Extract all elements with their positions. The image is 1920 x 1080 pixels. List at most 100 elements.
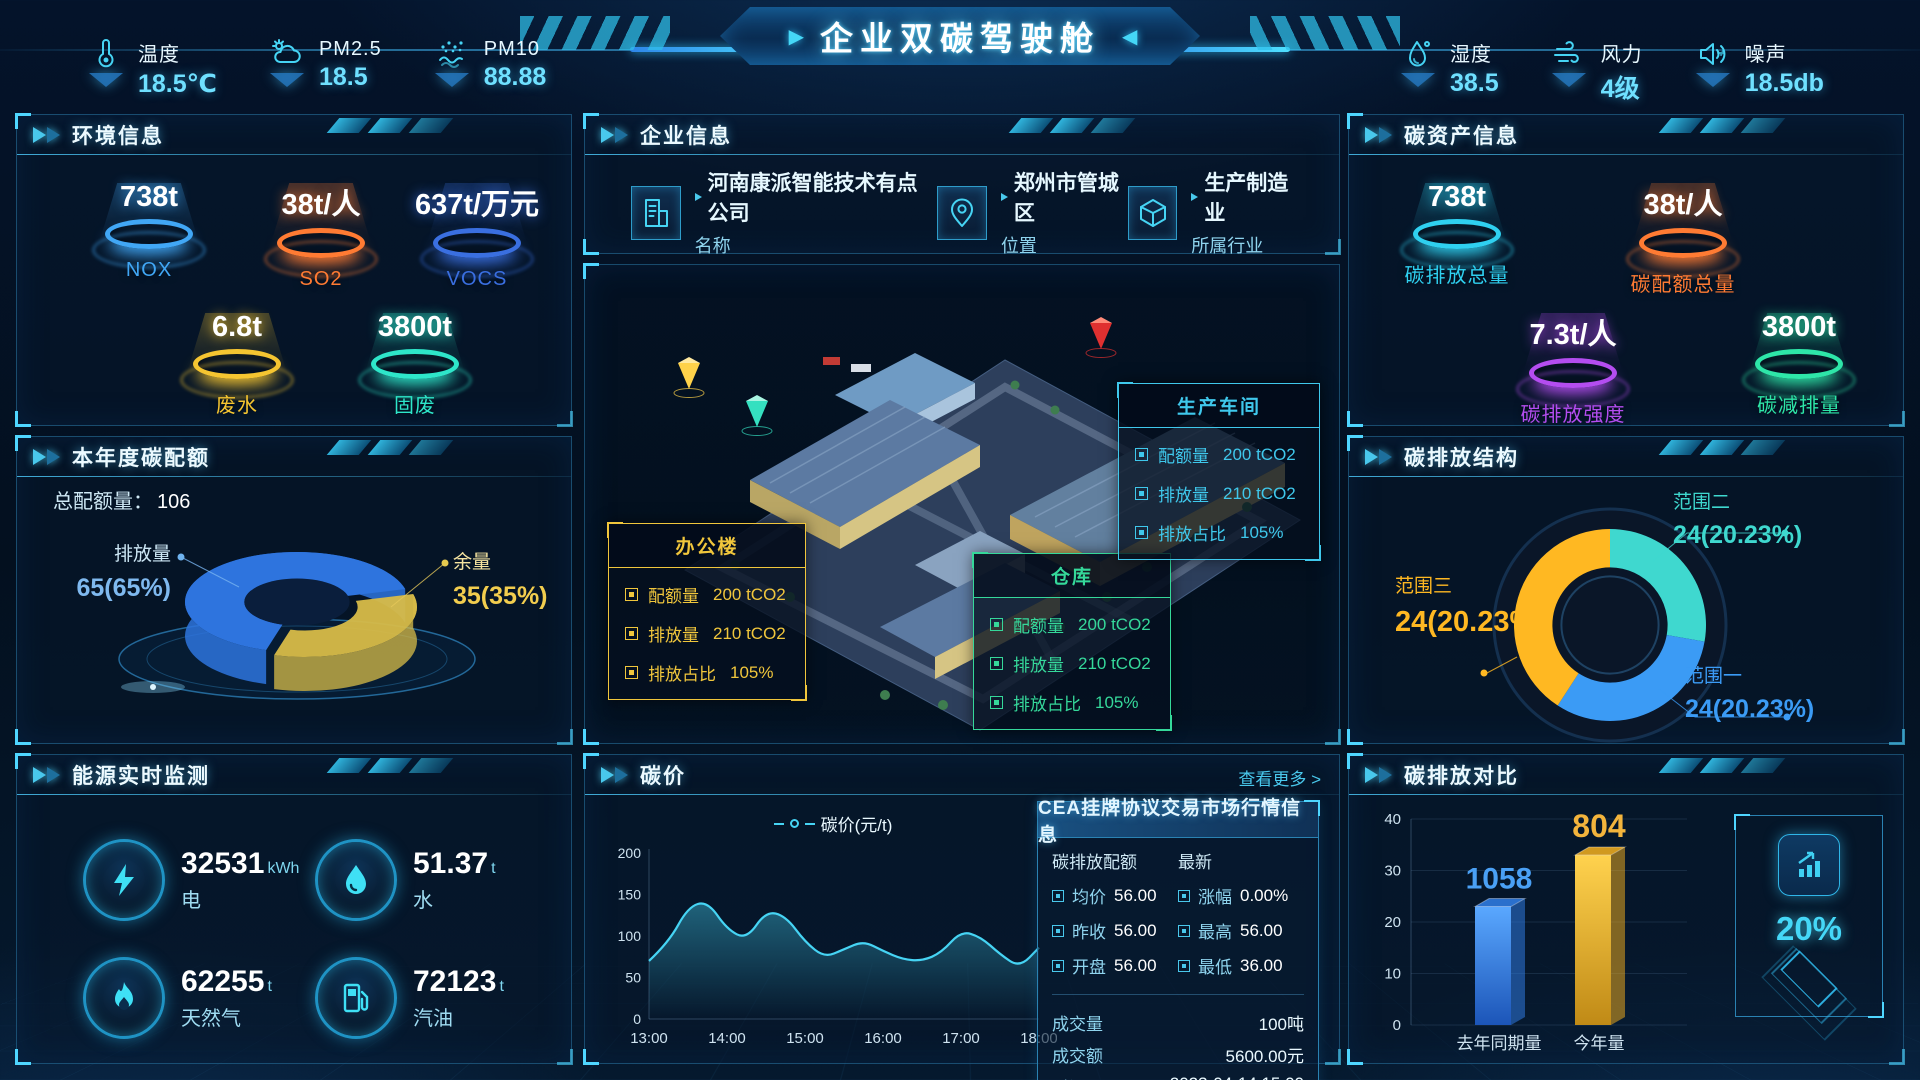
svg-text:今年量: 今年量 (1574, 1034, 1625, 1053)
panel-arrow-icon (601, 767, 614, 783)
energy-label: 天然气 (181, 1008, 241, 1030)
panel-arrow-icon (1365, 449, 1378, 465)
weather-stat: PM2.5 18.5 (265, 38, 382, 99)
building-tooltip: 仓库 配额量 200 tCO2 排放量 210 tCO2 排放占比 105% (972, 552, 1172, 731)
pedestal-icon (1695, 73, 1730, 87)
panel-title: 环境信息 (72, 125, 164, 148)
tooltip-row: 排放占比 105% (990, 690, 1154, 715)
deco-stripes-icon (1658, 758, 1786, 773)
panel-arrow-icon (33, 449, 46, 465)
top-header: ▶ 企业双碳驾驶舱 ◀ 温度 18.5℃ PM2.5 18.5 PM10 88.… (0, 0, 1920, 112)
enterprise-value: 河南康派智能技术有点公司 (695, 167, 938, 227)
panel-carbon-asset: 碳资产信息 738t 碳排放总量 38t/人 碳配额总量 7.3t/人 碳排放强… (1347, 113, 1905, 427)
panel-env-info: 环境信息 738t NOX 38t/人 SO2 637t/万元 VOCS 6.8… (15, 113, 573, 427)
legend-marker-icon (789, 819, 799, 828)
building-tooltip: 办公楼 配额量 200 tCO2 排放量 210 tCO2 排放占比 105% (607, 522, 807, 701)
emission-structure-donut-chart (1357, 477, 1895, 743)
ring-metric: 637t/万元 VOCS (397, 181, 557, 291)
market-footer-row: 时间2023-04-14 15:00 (1052, 1074, 1304, 1080)
panel-arrow-icon (601, 127, 614, 143)
ring-metric: 6.8t 废水 (157, 311, 317, 418)
market-footer-row: 成交额 5600.00元 (1052, 1047, 1304, 1066)
pedestal-icon (1551, 73, 1586, 87)
header-wing-right-icon (1250, 16, 1400, 50)
panel-enterprise-info: 企业信息 河南康派智能技术有点公司 名称 郑州市管城区 位置 生产制造业 所属行… (583, 113, 1341, 256)
market-footer-row: 成交量 100吨 (1052, 1015, 1304, 1034)
weather-stat: 风力 4级 (1547, 38, 1643, 105)
metric-label: 碳排放总量 (1404, 265, 1510, 287)
building-name: 仓库 (974, 554, 1170, 598)
pie-value-emitted: 65(65%) (76, 573, 172, 602)
market-title: CEA挂牌协议交易市场行情信息 (1038, 798, 1318, 846)
pm25-icon (265, 38, 309, 87)
panel-arrow-icon (33, 127, 46, 143)
ring-metric: 38t/人 SO2 (241, 181, 401, 291)
glow-ring-icon (371, 349, 459, 379)
enterprise-label: 名称 (694, 236, 731, 256)
tooltip-row: 配额量 200 tCO2 (990, 612, 1154, 637)
energy-label: 水 (413, 890, 433, 912)
tooltip-row: 排放量 210 tCO2 (625, 621, 789, 646)
tooltip-row: 排放量 210 tCO2 (1135, 481, 1303, 506)
company-doc-icon (631, 185, 681, 240)
energy-value: 72123 t (413, 965, 504, 998)
thermometer-icon (84, 38, 128, 87)
svg-text:150: 150 (618, 887, 642, 903)
square-bullet-icon (1178, 889, 1190, 902)
market-row: 开盘 56.00 (1052, 953, 1178, 978)
pedestal-icon (1401, 73, 1435, 87)
square-bullet-icon (1052, 924, 1064, 937)
deco-stripes-icon (326, 118, 454, 133)
panel-title: 碳价 (640, 765, 686, 788)
market-col2-header: 最新 (1178, 853, 1212, 872)
see-more-link[interactable]: 查看更多 > (1238, 770, 1321, 789)
square-bullet-icon (625, 627, 638, 640)
panel-carbon-price: 碳价 查看更多 > 碳价(元/t) 0 50 100 150 200 13:00 14:00… (583, 753, 1341, 1080)
svg-text:200: 200 (618, 845, 642, 861)
enterprise-card: 河南康派智能技术有点公司 名称 (631, 167, 937, 258)
donut-value: 24(20.23%) (1395, 605, 1545, 638)
emission-compare-bar-chart: 0 10 20 30 40 1058 去年同期量 804 今年量 (1365, 799, 1709, 1055)
svg-text:13:00: 13:00 (630, 1030, 668, 1047)
energy-item: 51.37 t 水 (315, 839, 496, 921)
energy-item: 62255 t 天然气 (83, 957, 272, 1039)
deco-stripes-icon (1008, 118, 1136, 133)
building-name: 生产车间 (1119, 384, 1319, 428)
metric-value: 3800t (1761, 311, 1837, 343)
weather-label: 风力 (1600, 44, 1643, 66)
pedestal-icon (89, 73, 123, 87)
tooltip-row: 排放占比 105% (1135, 520, 1303, 545)
panel-factory-map: 办公楼 配额量 200 tCO2 排放量 210 tCO2 排放占比 105% 仓库 配额… (583, 263, 1341, 745)
square-bullet-icon (990, 657, 1003, 670)
enterprise-card: 生产制造业 所属行业 (1127, 167, 1299, 258)
donut-label: 范围三 24(20.23%) (1395, 573, 1545, 643)
metric-value: 6.8t (212, 311, 262, 343)
chevrons-left-icon: ▶ (788, 25, 798, 48)
platform-icon (1749, 945, 1869, 1041)
svg-text:15:00: 15:00 (786, 1030, 824, 1047)
tooltip-row: 排放量 210 tCO2 (990, 651, 1154, 676)
pm10-icon (430, 38, 474, 87)
deco-stripes-icon (326, 758, 454, 773)
metric-value: 738t (119, 181, 179, 213)
building-name: 办公楼 (609, 524, 805, 568)
weather-label: PM10 (483, 38, 540, 60)
metric-label: 废水 (216, 395, 258, 417)
glow-ring-icon (1639, 228, 1727, 258)
svg-text:16:00: 16:00 (864, 1030, 902, 1047)
pie-label-remaining: 余量 35(35%) (453, 549, 548, 615)
ring-metric: 738t NOX (69, 181, 229, 282)
square-bullet-icon (1178, 924, 1190, 937)
donut-value: 24(20.23%) (1673, 520, 1803, 549)
svg-text:14:00: 14:00 (708, 1030, 746, 1047)
donut-label: 范围二 24(20.23%) (1673, 489, 1802, 553)
market-row: 涨幅 0.00% (1178, 883, 1304, 908)
weather-stat: 温度 18.5℃ (84, 38, 217, 99)
humidity-icon (1396, 38, 1440, 87)
enterprise-label: 所属行业 (1191, 236, 1264, 256)
electricity-icon (83, 839, 165, 921)
svg-text:1058: 1058 (1466, 863, 1533, 896)
industry-cube-icon (1127, 185, 1178, 240)
panel-title: 碳排放结构 (1404, 447, 1519, 470)
svg-text:804: 804 (1572, 808, 1626, 844)
